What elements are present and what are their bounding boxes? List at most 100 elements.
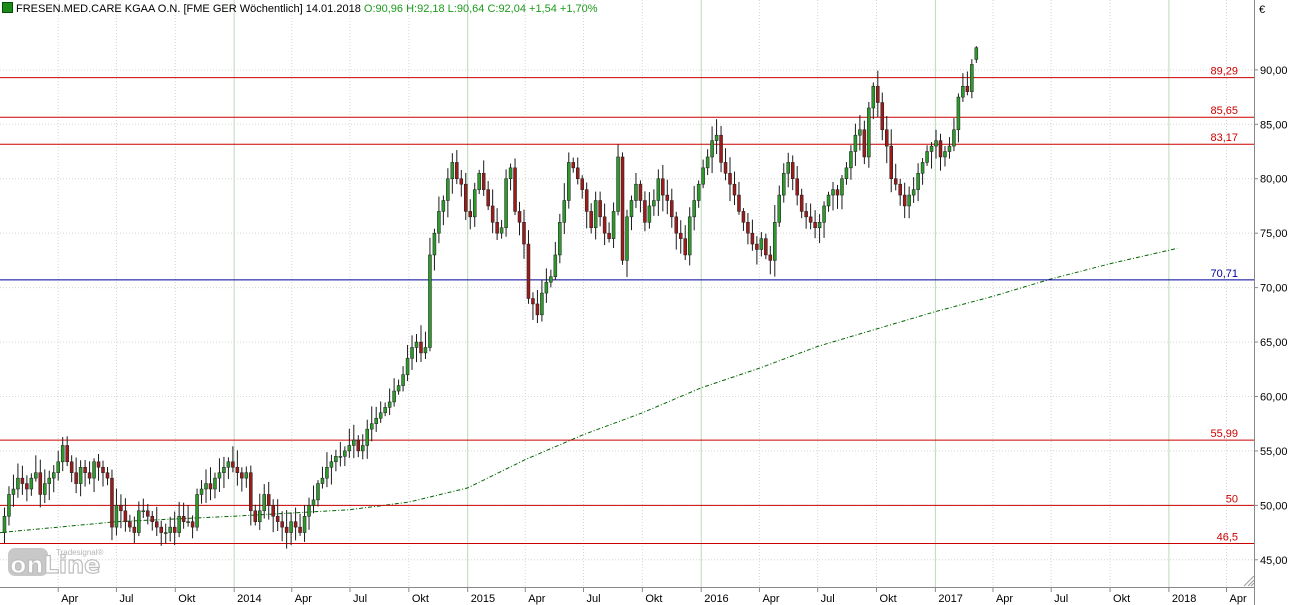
candle-down[interactable] bbox=[271, 505, 275, 517]
candle-up[interactable] bbox=[311, 499, 316, 506]
candle-up[interactable] bbox=[226, 461, 231, 468]
candle-up[interactable] bbox=[916, 173, 920, 190]
candle-down[interactable] bbox=[571, 162, 576, 169]
candle-down[interactable] bbox=[25, 483, 29, 490]
candle-down[interactable] bbox=[728, 173, 732, 185]
candle-down[interactable] bbox=[459, 178, 464, 185]
candle-up[interactable] bbox=[952, 129, 956, 147]
candle-up[interactable] bbox=[692, 200, 696, 218]
candle-up[interactable] bbox=[338, 456, 343, 458]
candle-down[interactable] bbox=[531, 298, 535, 305]
candle-down[interactable] bbox=[123, 510, 128, 522]
candle-down[interactable] bbox=[670, 200, 674, 218]
candle-down[interactable] bbox=[298, 526, 302, 533]
candle-down[interactable] bbox=[795, 178, 799, 196]
candle-down[interactable] bbox=[69, 461, 74, 473]
candle-up[interactable] bbox=[696, 183, 701, 201]
candle-up[interactable] bbox=[907, 194, 911, 207]
candle-up[interactable] bbox=[549, 276, 553, 283]
candle-down[interactable] bbox=[719, 134, 723, 163]
candle-up[interactable] bbox=[970, 64, 974, 92]
candle-up[interactable] bbox=[258, 510, 262, 522]
candle-down[interactable] bbox=[119, 505, 123, 512]
candle-down[interactable] bbox=[74, 472, 78, 484]
candle-up[interactable] bbox=[222, 466, 226, 473]
candle-up[interactable] bbox=[51, 472, 56, 479]
candle-up[interactable] bbox=[929, 145, 934, 152]
candle-up[interactable] bbox=[378, 412, 383, 419]
candle-down[interactable] bbox=[862, 129, 867, 158]
candle-down[interactable] bbox=[96, 461, 101, 468]
candle-up[interactable] bbox=[477, 173, 481, 190]
candle-up[interactable] bbox=[853, 134, 858, 152]
candle-up[interactable] bbox=[199, 488, 204, 495]
candle-up[interactable] bbox=[410, 347, 414, 359]
candle-up[interactable] bbox=[625, 216, 629, 261]
candle-down[interactable] bbox=[893, 178, 898, 185]
candle-up[interactable] bbox=[217, 472, 222, 479]
candle-up[interactable] bbox=[43, 483, 47, 495]
candle-down[interactable] bbox=[607, 232, 611, 239]
candle-up[interactable] bbox=[307, 505, 311, 517]
candle-down[interactable] bbox=[105, 472, 110, 479]
candle-up[interactable] bbox=[432, 232, 437, 256]
candle-down[interactable] bbox=[876, 85, 880, 103]
candle-down[interactable] bbox=[284, 526, 289, 533]
candle-down[interactable] bbox=[598, 200, 602, 218]
candle-down[interactable] bbox=[150, 515, 155, 522]
candle-down[interactable] bbox=[20, 477, 25, 484]
candle-down[interactable] bbox=[146, 510, 150, 517]
candle-up[interactable] bbox=[773, 222, 777, 261]
candle-down[interactable] bbox=[902, 194, 907, 207]
candle-up[interactable] bbox=[822, 205, 826, 223]
candle-up[interactable] bbox=[777, 194, 782, 223]
candle-down[interactable] bbox=[764, 238, 768, 256]
candle-up[interactable] bbox=[60, 445, 65, 463]
candle-down[interactable] bbox=[526, 243, 531, 299]
candle-down[interactable] bbox=[490, 205, 495, 223]
candle-up[interactable] bbox=[849, 151, 853, 169]
candle-down[interactable] bbox=[181, 515, 186, 522]
candle-down[interactable] bbox=[208, 483, 213, 490]
candle-down[interactable] bbox=[723, 162, 728, 174]
candle-up[interactable] bbox=[137, 510, 141, 533]
candle-up[interactable] bbox=[92, 461, 96, 479]
candle-down[interactable] bbox=[155, 521, 159, 528]
candle-up[interactable] bbox=[867, 107, 871, 158]
candle-down[interactable] bbox=[898, 183, 902, 196]
candle-up[interactable] bbox=[947, 145, 952, 152]
candle-up[interactable] bbox=[262, 494, 266, 512]
candle-down[interactable] bbox=[755, 243, 759, 250]
candle-up[interactable] bbox=[647, 205, 652, 223]
candle-down[interactable] bbox=[522, 222, 526, 245]
candle-down[interactable] bbox=[737, 194, 741, 212]
candle-down[interactable] bbox=[584, 189, 589, 212]
candle-down[interactable] bbox=[835, 189, 840, 196]
candle-up[interactable] bbox=[558, 222, 562, 256]
candle-down[interactable] bbox=[808, 216, 813, 223]
candle-up[interactable] bbox=[2, 515, 7, 533]
candle-up[interactable] bbox=[405, 358, 410, 375]
candle-up[interactable] bbox=[204, 483, 208, 490]
candle-down[interactable] bbox=[132, 526, 137, 533]
candle-down[interactable] bbox=[280, 521, 284, 528]
candle-up[interactable] bbox=[562, 200, 567, 223]
candle-up[interactable] bbox=[114, 505, 119, 528]
candle-up[interactable] bbox=[56, 461, 60, 473]
candle-up[interactable] bbox=[414, 341, 419, 348]
candle-up[interactable] bbox=[16, 477, 20, 490]
candle-up[interactable] bbox=[826, 194, 831, 207]
candle-up[interactable] bbox=[325, 466, 329, 479]
candle-down[interactable] bbox=[468, 211, 472, 218]
candle-up[interactable] bbox=[11, 488, 16, 495]
candle-down[interactable] bbox=[813, 222, 817, 228]
candle-down[interactable] bbox=[110, 477, 114, 528]
candle-up[interactable] bbox=[334, 456, 338, 463]
candle-up[interactable] bbox=[329, 461, 334, 468]
resize-grip-icon[interactable] bbox=[1243, 575, 1255, 587]
candle-down[interactable] bbox=[240, 472, 244, 479]
candle-down[interactable] bbox=[746, 222, 750, 234]
candle-up[interactable] bbox=[714, 134, 719, 141]
candle-up[interactable] bbox=[593, 200, 598, 228]
candle-up[interactable] bbox=[871, 85, 876, 109]
